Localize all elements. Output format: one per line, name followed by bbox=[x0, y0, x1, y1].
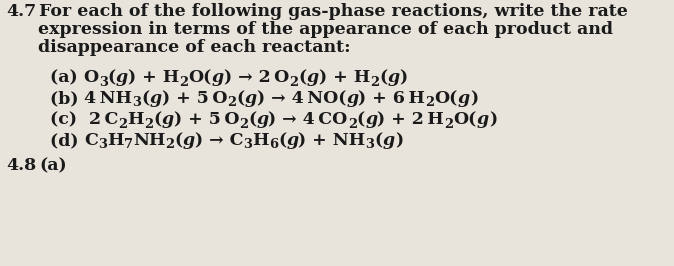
Text: ) + 5 O: ) + 5 O bbox=[173, 111, 239, 128]
Text: ): ) bbox=[395, 132, 403, 149]
Text: NH: NH bbox=[133, 132, 165, 149]
Text: H: H bbox=[127, 111, 144, 128]
Text: (: ( bbox=[278, 132, 286, 149]
Text: 3: 3 bbox=[99, 76, 108, 89]
Text: C: C bbox=[84, 132, 98, 149]
Text: (: ( bbox=[142, 90, 150, 107]
Text: g: g bbox=[212, 69, 224, 86]
Text: g: g bbox=[245, 90, 257, 107]
Text: ): ) bbox=[489, 111, 497, 128]
Text: ) → 4 CO: ) → 4 CO bbox=[268, 111, 348, 128]
Text: ) → 2 O: ) → 2 O bbox=[224, 69, 289, 86]
Text: 7: 7 bbox=[124, 139, 133, 152]
Text: (d): (d) bbox=[50, 132, 84, 149]
Text: 2: 2 bbox=[179, 76, 189, 89]
Text: (: ( bbox=[237, 90, 245, 107]
Text: disappearance of each reactant:: disappearance of each reactant: bbox=[38, 39, 350, 56]
Text: (: ( bbox=[248, 111, 256, 128]
Text: ) + 5 O: ) + 5 O bbox=[162, 90, 227, 107]
Text: 2: 2 bbox=[348, 118, 357, 131]
Text: g: g bbox=[161, 111, 173, 128]
Text: g: g bbox=[183, 132, 195, 149]
Text: 3: 3 bbox=[365, 139, 374, 152]
Text: O: O bbox=[84, 69, 99, 86]
Text: ) + 6 H: ) + 6 H bbox=[359, 90, 425, 107]
Text: g: g bbox=[286, 132, 299, 149]
Text: 2: 2 bbox=[165, 139, 175, 152]
Text: (: ( bbox=[299, 69, 307, 86]
Text: (c): (c) bbox=[50, 111, 89, 128]
Text: 3: 3 bbox=[98, 139, 107, 152]
Text: ) + H: ) + H bbox=[128, 69, 179, 86]
Text: 2: 2 bbox=[227, 97, 237, 110]
Text: 4.8: 4.8 bbox=[6, 157, 36, 174]
Text: 2: 2 bbox=[444, 118, 453, 131]
Text: 2: 2 bbox=[119, 118, 127, 131]
Text: ): ) bbox=[470, 90, 478, 107]
Text: g: g bbox=[116, 69, 128, 86]
Text: g: g bbox=[388, 69, 400, 86]
Text: O(: O( bbox=[189, 69, 212, 86]
Text: (: ( bbox=[374, 132, 383, 149]
Text: g: g bbox=[458, 90, 470, 107]
Text: g: g bbox=[346, 90, 359, 107]
Text: (: ( bbox=[108, 69, 116, 86]
Text: 2: 2 bbox=[370, 76, 379, 89]
Text: (: ( bbox=[153, 111, 161, 128]
Text: 6: 6 bbox=[269, 139, 278, 152]
Text: g: g bbox=[150, 90, 162, 107]
Text: ) → 4 NO(: ) → 4 NO( bbox=[257, 90, 346, 107]
Text: ): ) bbox=[400, 69, 408, 86]
Text: (: ( bbox=[175, 132, 183, 149]
Text: (a): (a) bbox=[39, 157, 67, 174]
Text: g: g bbox=[383, 132, 395, 149]
Text: 4 NH: 4 NH bbox=[84, 90, 133, 107]
Text: (a): (a) bbox=[50, 69, 84, 86]
Text: 2: 2 bbox=[239, 118, 248, 131]
Text: For each of the following gas-phase reactions, write the rate: For each of the following gas-phase reac… bbox=[39, 3, 628, 20]
Text: ) + H: ) + H bbox=[319, 69, 370, 86]
Text: 3: 3 bbox=[243, 139, 252, 152]
Text: expression in terms of the appearance of each product and: expression in terms of the appearance of… bbox=[38, 21, 613, 38]
Text: ) → C: ) → C bbox=[195, 132, 243, 149]
Text: 2: 2 bbox=[144, 118, 153, 131]
Text: O(: O( bbox=[453, 111, 477, 128]
Text: ) + NH: ) + NH bbox=[299, 132, 365, 149]
Text: (: ( bbox=[379, 69, 388, 86]
Text: (: ( bbox=[357, 111, 365, 128]
Text: g: g bbox=[256, 111, 268, 128]
Text: O(: O( bbox=[435, 90, 458, 107]
Text: H: H bbox=[252, 132, 269, 149]
Text: g: g bbox=[365, 111, 377, 128]
Text: (b): (b) bbox=[50, 90, 84, 107]
Text: H: H bbox=[107, 132, 124, 149]
Text: 2: 2 bbox=[289, 76, 299, 89]
Text: 2: 2 bbox=[425, 97, 435, 110]
Text: 4.7: 4.7 bbox=[6, 3, 36, 20]
Text: g: g bbox=[307, 69, 319, 86]
Text: 3: 3 bbox=[133, 97, 142, 110]
Text: g: g bbox=[477, 111, 489, 128]
Text: 2 C: 2 C bbox=[89, 111, 119, 128]
Text: ) + 2 H: ) + 2 H bbox=[377, 111, 444, 128]
